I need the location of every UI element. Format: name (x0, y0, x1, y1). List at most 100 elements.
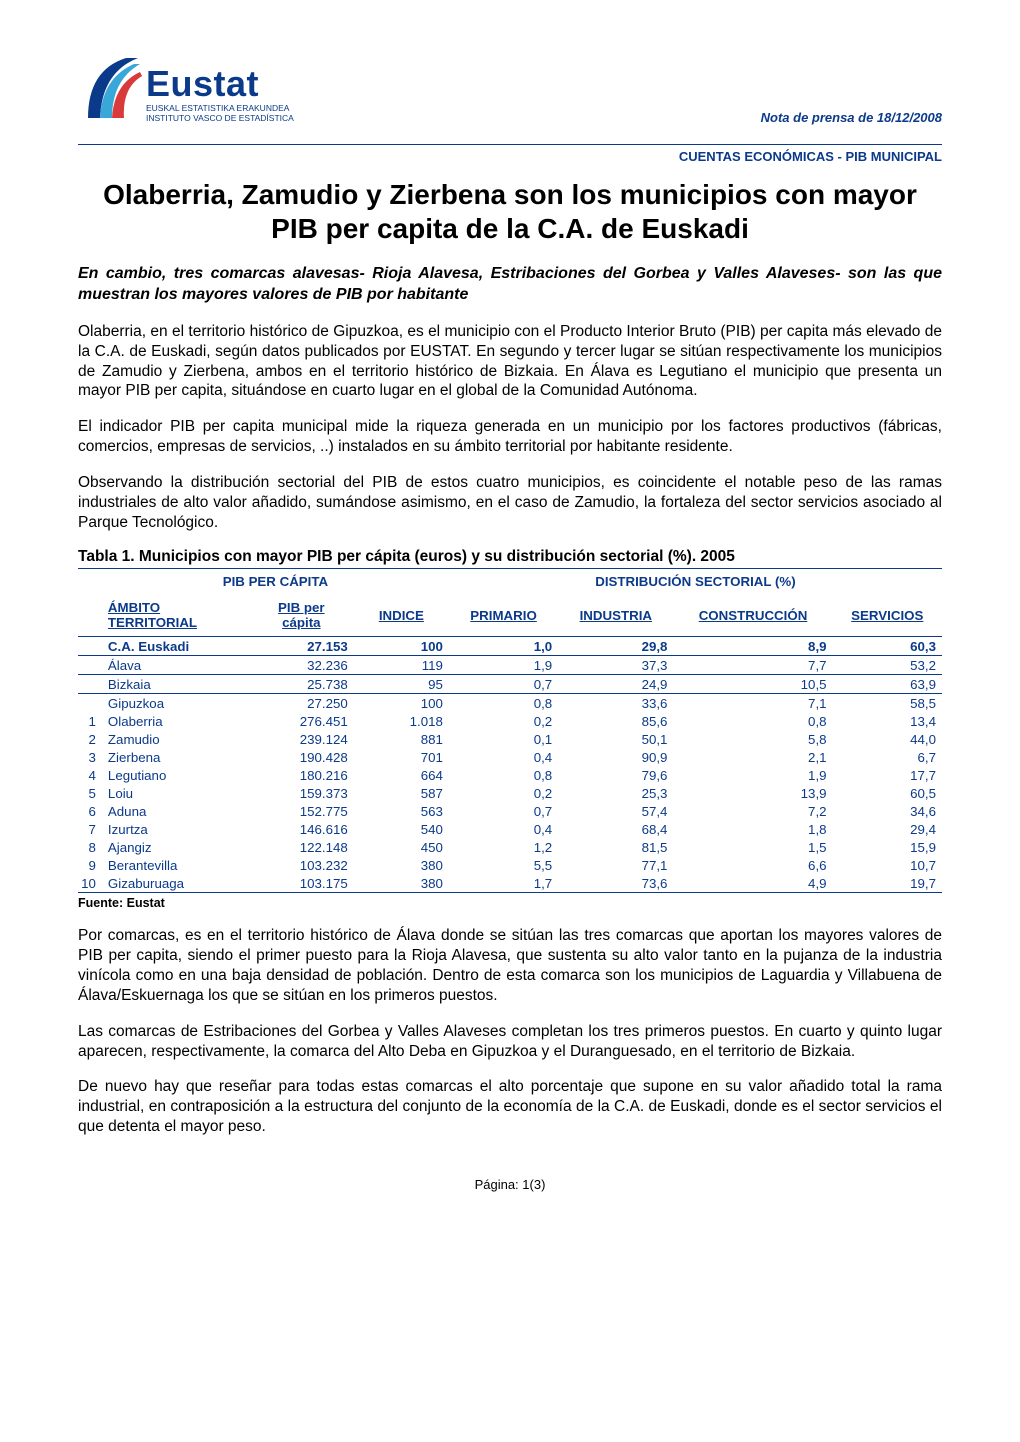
cell-rank: 8 (78, 838, 102, 856)
cell-rank: 1 (78, 712, 102, 730)
cell-name: Bizkaia (102, 675, 249, 694)
table-row: 7Izurtza146.6165400,468,41,829,4 (78, 820, 942, 838)
cell-rank (78, 656, 102, 675)
cell-construccion: 2,1 (673, 748, 832, 766)
cell-primario: 0,7 (449, 675, 558, 694)
cell-servicios: 15,9 (833, 838, 942, 856)
cell-name: Legutiano (102, 766, 249, 784)
cell-indice: 664 (354, 766, 449, 784)
cell-indice: 100 (354, 637, 449, 656)
table-column-header-row: ÁMBITO TERRITORIAL PIB per cápita INDICE… (78, 594, 942, 637)
header: Eustat EUSKAL ESTATISTIKA ERAKUNDEA INST… (78, 48, 942, 138)
cell-industria: 79,6 (558, 766, 673, 784)
cell-indice: 95 (354, 675, 449, 694)
cell-servicios: 10,7 (833, 856, 942, 874)
cell-primario: 5,5 (449, 856, 558, 874)
cell-pib: 27.250 (249, 694, 354, 713)
cell-name: Berantevilla (102, 856, 249, 874)
cell-indice: 1.018 (354, 712, 449, 730)
cell-industria: 25,3 (558, 784, 673, 802)
table-row: 8Ajangiz122.1484501,281,51,515,9 (78, 838, 942, 856)
cell-industria: 68,4 (558, 820, 673, 838)
cell-primario: 0,8 (449, 766, 558, 784)
table-row: 6Aduna152.7755630,757,47,234,6 (78, 802, 942, 820)
cell-servicios: 29,4 (833, 820, 942, 838)
cell-indice: 100 (354, 694, 449, 713)
logo-subtitle-eu: EUSKAL ESTATISTIKA ERAKUNDEA (146, 103, 294, 113)
cell-name: Gipuzkoa (102, 694, 249, 713)
cell-rank: 9 (78, 856, 102, 874)
cell-primario: 0,1 (449, 730, 558, 748)
cell-construccion: 10,5 (673, 675, 832, 694)
cell-name: Zierbena (102, 748, 249, 766)
cell-servicios: 58,5 (833, 694, 942, 713)
cell-construccion: 1,9 (673, 766, 832, 784)
cell-pib: 27.153 (249, 637, 354, 656)
cell-pib: 25.738 (249, 675, 354, 694)
bottom-paragraph-3: De nuevo hay que reseñar para todas esta… (78, 1077, 942, 1136)
cell-servicios: 63,9 (833, 675, 942, 694)
cell-pib: 103.232 (249, 856, 354, 874)
cell-rank: 2 (78, 730, 102, 748)
cell-primario: 0,8 (449, 694, 558, 713)
section-label: CUENTAS ECONÓMICAS - PIB MUNICIPAL (78, 149, 942, 164)
col-indice-label: INDICE (379, 608, 424, 623)
cell-pib: 276.451 (249, 712, 354, 730)
cell-primario: 0,4 (449, 820, 558, 838)
cell-construccion: 7,7 (673, 656, 832, 675)
cell-primario: 0,2 (449, 784, 558, 802)
intro-paragraph-3: Observando la distribución sectorial del… (78, 473, 942, 532)
logo-subtitle-es: INSTITUTO VASCO DE ESTADÍSTICA (146, 113, 294, 123)
table-group-header-row: PIB PER CÁPITA DISTRIBUCIÓN SECTORIAL (%… (78, 569, 942, 595)
cell-servicios: 60,5 (833, 784, 942, 802)
cell-indice: 587 (354, 784, 449, 802)
cell-servicios: 60,3 (833, 637, 942, 656)
table-row: 3Zierbena190.4287010,490,92,16,7 (78, 748, 942, 766)
cell-construccion: 4,9 (673, 874, 832, 893)
cell-primario: 1,2 (449, 838, 558, 856)
page-footer: Página: 1(3) (78, 1177, 942, 1192)
cell-indice: 380 (354, 874, 449, 893)
col-construccion-label: CONSTRUCCIÓN (699, 608, 808, 623)
cell-construccion: 7,1 (673, 694, 832, 713)
cell-rank: 7 (78, 820, 102, 838)
col-ambito-l2: TERRITORIAL (108, 615, 197, 630)
cell-name: Gizaburuaga (102, 874, 249, 893)
table-group-header-pib: PIB PER CÁPITA (102, 569, 449, 595)
cell-servicios: 17,7 (833, 766, 942, 784)
table-header-blank (78, 569, 102, 595)
cell-construccion: 8,9 (673, 637, 832, 656)
cell-primario: 1,7 (449, 874, 558, 893)
col-indice: INDICE (354, 594, 449, 637)
table-row: Álava32.2361191,937,37,753,2 (78, 656, 942, 675)
col-ambito: ÁMBITO TERRITORIAL (102, 594, 249, 637)
cell-servicios: 44,0 (833, 730, 942, 748)
cell-name: Olaberria (102, 712, 249, 730)
col-rank (78, 594, 102, 637)
cell-pib: 239.124 (249, 730, 354, 748)
cell-servicios: 13,4 (833, 712, 942, 730)
page-title: Olaberria, Zamudio y Zierbena son los mu… (78, 178, 942, 246)
cell-construccion: 1,8 (673, 820, 832, 838)
cell-rank (78, 675, 102, 694)
press-note-date: Nota de prensa de 18/12/2008 (761, 110, 942, 125)
cell-industria: 29,8 (558, 637, 673, 656)
header-rule (78, 144, 942, 145)
logo-word: Eustat (146, 66, 294, 102)
cell-name: C.A. Euskadi (102, 637, 249, 656)
cell-servicios: 6,7 (833, 748, 942, 766)
table-row: 2Zamudio239.1248810,150,15,844,0 (78, 730, 942, 748)
cell-construccion: 1,5 (673, 838, 832, 856)
table-group-header-dist: DISTRIBUCIÓN SECTORIAL (%) (449, 569, 942, 595)
table-row: 10Gizaburuaga103.1753801,773,64,919,7 (78, 874, 942, 893)
cell-primario: 1,0 (449, 637, 558, 656)
cell-indice: 881 (354, 730, 449, 748)
col-servicios: SERVICIOS (833, 594, 942, 637)
eustat-logo-icon (78, 48, 144, 138)
subheading: En cambio, tres comarcas alavesas- Rioja… (78, 264, 942, 306)
cell-construccion: 0,8 (673, 712, 832, 730)
cell-indice: 119 (354, 656, 449, 675)
cell-construccion: 5,8 (673, 730, 832, 748)
logo-block: Eustat EUSKAL ESTATISTIKA ERAKUNDEA INST… (78, 48, 294, 138)
cell-name: Aduna (102, 802, 249, 820)
